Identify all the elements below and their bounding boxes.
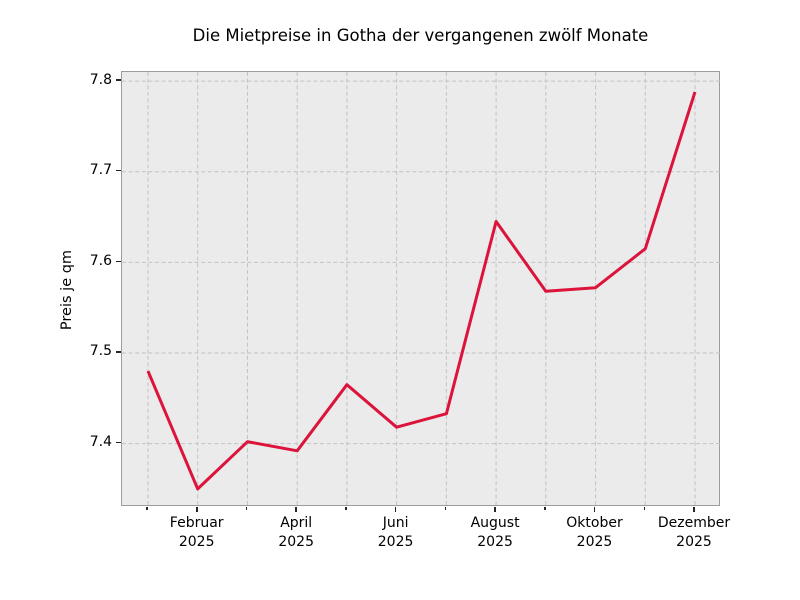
x-minor-tick-mark bbox=[146, 507, 148, 510]
x-tick-label-month: April bbox=[280, 515, 313, 531]
x-tick-label-year: 2025 bbox=[576, 533, 613, 550]
line-chart bbox=[122, 72, 721, 507]
x-minor-tick-mark bbox=[345, 507, 347, 510]
x-minor-tick-mark bbox=[245, 507, 248, 510]
x-tick-label-year: 2025 bbox=[278, 533, 314, 550]
y-tick-mark bbox=[116, 79, 121, 81]
y-tick-label: 7.8 bbox=[89, 71, 112, 88]
y-tick-label: 7.5 bbox=[89, 343, 112, 360]
x-tick-label: Dezember 2025 bbox=[624, 514, 764, 551]
price-line bbox=[146, 91, 697, 491]
y-tick-mark bbox=[116, 169, 121, 172]
x-tick-label-year: 2025 bbox=[377, 533, 414, 550]
x-tick-label-year: 2025 bbox=[676, 533, 712, 550]
x-major-tick-mark bbox=[295, 507, 297, 512]
x-major-tick-mark bbox=[196, 507, 198, 512]
chart-title: Die Mietpreise in Gotha der vergangenen … bbox=[192, 26, 649, 45]
x-tick-label: Oktober 2025 bbox=[525, 514, 665, 551]
x-tick-label: April 2025 bbox=[226, 514, 366, 551]
x-tick-label-month: Februar bbox=[169, 515, 224, 531]
x-minor-tick-mark bbox=[544, 507, 546, 510]
x-minor-tick-mark bbox=[444, 507, 447, 510]
x-tick-label: Juni 2025 bbox=[326, 514, 466, 551]
x-tick-label-month: Dezember bbox=[657, 515, 731, 531]
y-tick-mark bbox=[116, 441, 121, 444]
x-tick-label: August 2025 bbox=[425, 514, 565, 551]
x-major-tick-mark bbox=[494, 507, 496, 512]
y-tick-label: 7.7 bbox=[89, 162, 112, 179]
x-tick-label-year: 2025 bbox=[477, 533, 513, 550]
plot-area bbox=[121, 71, 721, 507]
x-major-tick-mark bbox=[394, 507, 397, 512]
y-tick-mark bbox=[116, 351, 121, 353]
x-minor-tick-mark bbox=[643, 507, 645, 510]
x-tick-label-month: Oktober bbox=[566, 515, 623, 531]
x-major-tick-mark bbox=[593, 507, 596, 512]
x-tick-label: Februar 2025 bbox=[127, 514, 267, 551]
y-tick-mark bbox=[116, 260, 121, 263]
x-major-tick-mark bbox=[693, 507, 695, 512]
x-tick-label-year: 2025 bbox=[178, 533, 215, 550]
y-tick-label: 7.4 bbox=[89, 434, 112, 451]
x-tick-label-month: August bbox=[470, 515, 520, 531]
x-tick-label-month: Juni bbox=[382, 515, 409, 531]
y-tick-label: 7.6 bbox=[89, 252, 112, 269]
